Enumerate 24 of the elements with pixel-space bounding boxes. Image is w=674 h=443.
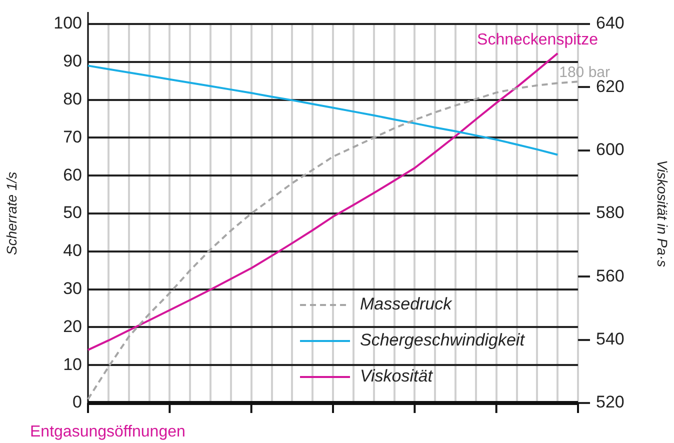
legend-label: Massedruck <box>360 294 454 314</box>
y-tick-label: 50 <box>63 203 82 222</box>
y-tick-label: 90 <box>63 52 82 71</box>
y-tick-label: 0 <box>72 392 82 412</box>
y-tick-label: 80 <box>63 89 82 108</box>
y2-tick-label: 540 <box>596 330 624 349</box>
y-tick-label: 70 <box>63 127 82 146</box>
y-tick-label: 20 <box>63 316 82 336</box>
y-tick-label: 30 <box>63 278 82 298</box>
text: Entgasungsöffnungen <box>30 423 186 440</box>
y-axis-title: Scherrate 1/s <box>3 172 20 256</box>
y2-tick-label: 640 <box>596 14 624 33</box>
legend-label: Schergeschwindigkeit <box>360 330 526 350</box>
y-tick-label: 100 <box>54 14 82 33</box>
y2-tick-label: 600 <box>596 140 624 160</box>
legend-label: Viskosität <box>360 366 434 386</box>
y2-tick-label: 560 <box>596 266 624 286</box>
y-tick-label: 60 <box>63 165 82 184</box>
y2-axis-title: Viskosität in Pa·s <box>654 160 671 268</box>
y-tick-label: 40 <box>63 241 82 260</box>
y-tick-label: 10 <box>63 354 82 374</box>
y2-tick-label: 580 <box>596 203 624 222</box>
y2-tick-label: 520 <box>596 392 624 412</box>
annotation: Schneckenspitze <box>477 31 598 48</box>
